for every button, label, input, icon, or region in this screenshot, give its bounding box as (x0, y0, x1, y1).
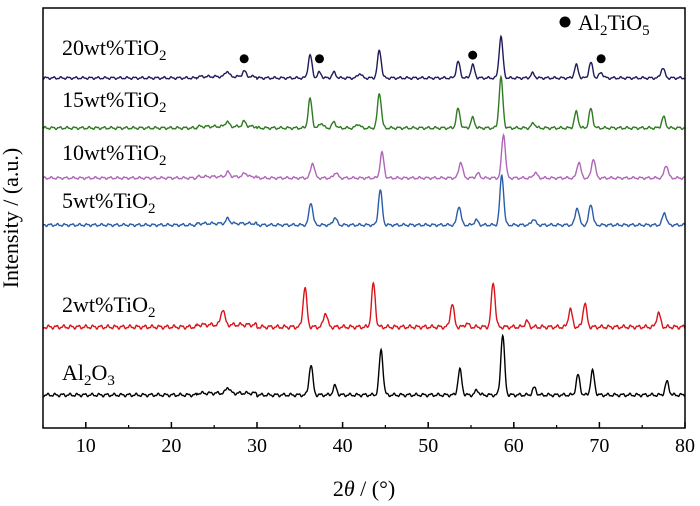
series-line-3 (42, 173, 686, 228)
phase-marker-3 (596, 54, 606, 64)
x-axis: 10 20 30 40 50 60 70 80 (42, 422, 695, 457)
legend: Al2TiO5 (559, 10, 650, 39)
series-line-1 (42, 74, 686, 131)
series-label-5: Al2O3 (62, 360, 115, 389)
series-label-2: 10wt%TiO2 (62, 140, 167, 169)
series-label-1: 15wt%TiO2 (62, 87, 167, 116)
series-label-3: 5wt%TiO2 (62, 188, 156, 217)
phase-marker-0 (239, 54, 249, 64)
legend-marker (559, 16, 571, 28)
x-tick-label-1: 20 (161, 435, 181, 457)
series-labels: 20wt%TiO2 15wt%TiO2 10wt%TiO2 5wt%TiO2 2wt%T… (62, 35, 167, 389)
series-line-2 (42, 133, 686, 181)
x-tick-label-0: 10 (76, 435, 96, 457)
phase-marker-2 (468, 50, 478, 60)
y-axis-title: Intensity / (a.u.) (0, 148, 23, 289)
x-tick-label-5: 60 (504, 435, 524, 457)
series-line-0 (42, 34, 686, 81)
series-label-4: 2wt%TiO2 (62, 292, 156, 321)
x-tick-label-3: 40 (333, 435, 353, 457)
x-tick-label-6: 70 (589, 435, 609, 457)
x-tick-label-7: 80 (675, 435, 695, 457)
series-line-4 (42, 281, 686, 331)
series-line-5 (42, 333, 686, 398)
phase-marker-1 (314, 54, 324, 64)
legend-label: Al2TiO5 (578, 10, 650, 39)
x-tick-label-2: 30 (247, 435, 267, 457)
x-axis-title: 2θ / (°) (333, 476, 395, 501)
plot-frame (42, 7, 686, 429)
series-traces (42, 34, 686, 398)
series-label-0: 20wt%TiO2 (62, 35, 167, 64)
x-tick-label-4: 50 (418, 435, 438, 457)
phase-markers (239, 50, 606, 64)
